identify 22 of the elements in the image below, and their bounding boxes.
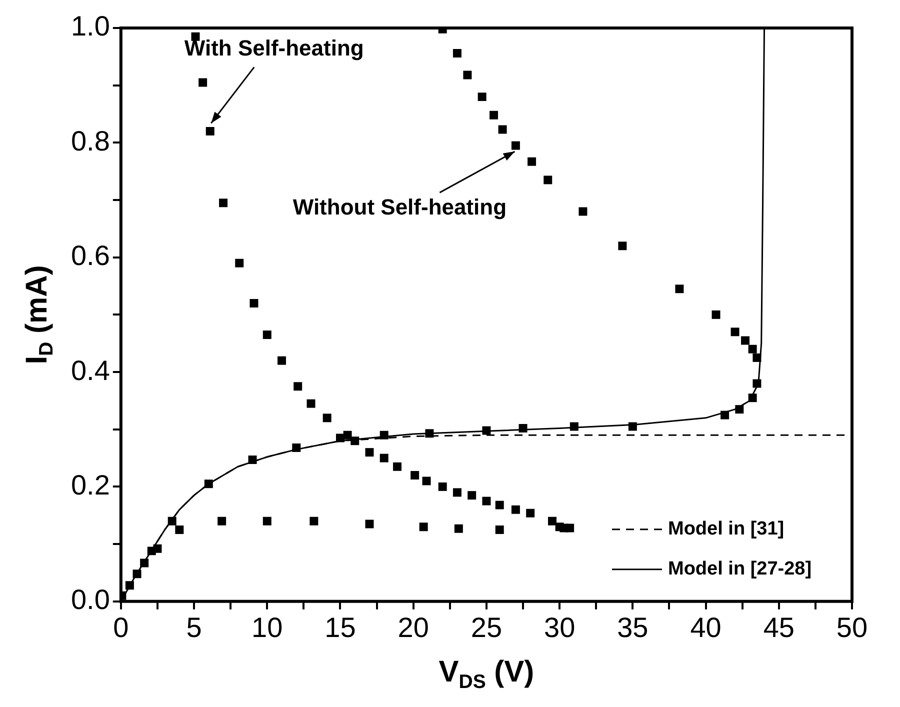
x-tick-label: 40	[690, 612, 722, 643]
annotation: With Self-heating	[184, 35, 364, 60]
legend-label: Model in [27-28]	[668, 558, 812, 580]
x-tick-label: 50	[836, 612, 868, 643]
y-tick-label: 1.0	[70, 10, 110, 42]
annotation: Without Self-heating	[292, 194, 507, 220]
y-tick-label: 0.4	[70, 354, 110, 386]
x-tick-label: 30	[544, 612, 576, 643]
x-tick-label: 20	[398, 612, 429, 643]
x-tick-label: 0	[113, 612, 129, 643]
x-tick-label: 5	[186, 612, 202, 643]
x-tick-label: 10	[252, 612, 283, 643]
y-tick-label: 0.6	[70, 240, 110, 272]
x-tick-label: 25	[470, 612, 502, 643]
x-tick-label: 35	[617, 612, 648, 643]
x-tick-label: 15	[324, 612, 356, 643]
y-tick-label: 0.2	[70, 469, 110, 500]
x-tick-label: 45	[763, 612, 794, 643]
y-tick-label: 0.8	[70, 125, 110, 156]
legend-label: Model in [31]	[668, 518, 784, 540]
y-axis-title: ID (mA)	[20, 265, 58, 364]
y-tick-label: 0.0	[70, 584, 110, 616]
